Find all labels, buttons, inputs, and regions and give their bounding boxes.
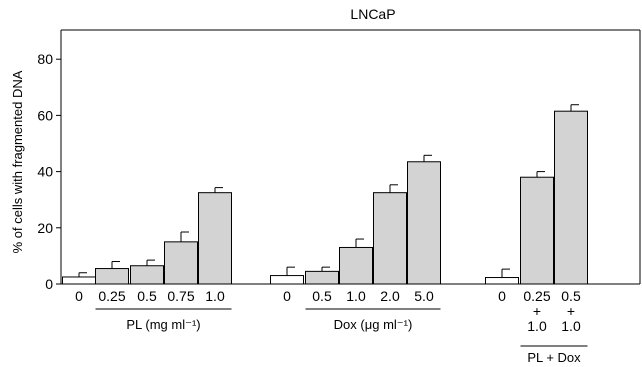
error-bar-6	[321, 266, 330, 272]
x-tick-label-1: 0.25	[98, 288, 125, 304]
bar-8	[373, 192, 407, 285]
y-axis-label: % of cells with fragmented DNA	[10, 70, 25, 253]
error-bar-4	[214, 187, 223, 193]
bar-9	[407, 161, 441, 285]
x-tick-label-10: 0	[498, 288, 506, 304]
group-label-1: Dox (μg ml⁻¹)	[334, 317, 413, 332]
error-bar-0	[78, 272, 87, 277]
error-bar-12	[570, 104, 579, 112]
group-label-2: PL + Dox	[527, 350, 581, 365]
bar-12	[554, 110, 588, 285]
bar-3	[164, 241, 198, 285]
x-tick-label-2: 0.5	[137, 288, 157, 304]
error-bar-9	[423, 154, 432, 162]
y-tick-label-4: 80	[37, 51, 53, 67]
y-tick-label-3: 60	[37, 107, 53, 123]
y-tick-label-2: 40	[37, 164, 53, 180]
x-tick-label-11: 0.25 +1.0	[523, 288, 550, 334]
bar-1	[95, 268, 129, 285]
error-bar-10	[501, 268, 510, 278]
error-bar-1	[111, 261, 120, 269]
tick-labels: 0 0.25 0.5 0.75 1.0 0 0.5 1.0 2.0 5.0 0 0.25 +1.0 0.5…	[75, 288, 581, 334]
x-tick-label-12: 0.5 +1.0	[561, 288, 581, 334]
x-tick-label-4: 1.0	[205, 288, 225, 304]
bar-11	[520, 176, 554, 285]
error-bar-5	[286, 266, 295, 276]
x-tick-label-0: 0	[75, 288, 83, 304]
bar-2	[130, 265, 164, 285]
bar-7	[339, 246, 373, 285]
error-bar-7	[355, 238, 364, 248]
error-bar-2	[146, 259, 155, 266]
bar-6	[305, 270, 339, 285]
y-tick-label-1: 20	[37, 220, 53, 236]
bar-5	[270, 275, 304, 285]
x-tick-label-5: 0	[283, 288, 291, 304]
error-bar-3	[180, 231, 189, 242]
x-tick-label-9: 5.0	[414, 288, 434, 304]
x-tick-label-3: 0.75	[167, 288, 194, 304]
bar-4	[198, 192, 232, 285]
bars	[62, 104, 588, 285]
error-bar-8	[389, 184, 398, 193]
chart-title: LNCaP	[350, 6, 395, 22]
x-tick-label-8: 2.0	[380, 288, 400, 304]
error-bar-11	[536, 171, 545, 178]
group-labels: PL (mg ml⁻¹) Dox (μg ml⁻¹) PL + Dox	[95, 308, 588, 365]
bar-10	[485, 277, 519, 285]
y-tick-label-0: 0	[45, 276, 53, 292]
group-label-0: PL (mg ml⁻¹)	[126, 317, 200, 332]
x-tick-label-7: 1.0	[346, 288, 366, 304]
bar-0	[62, 276, 96, 285]
x-tick-label-6: 0.5	[312, 288, 332, 304]
